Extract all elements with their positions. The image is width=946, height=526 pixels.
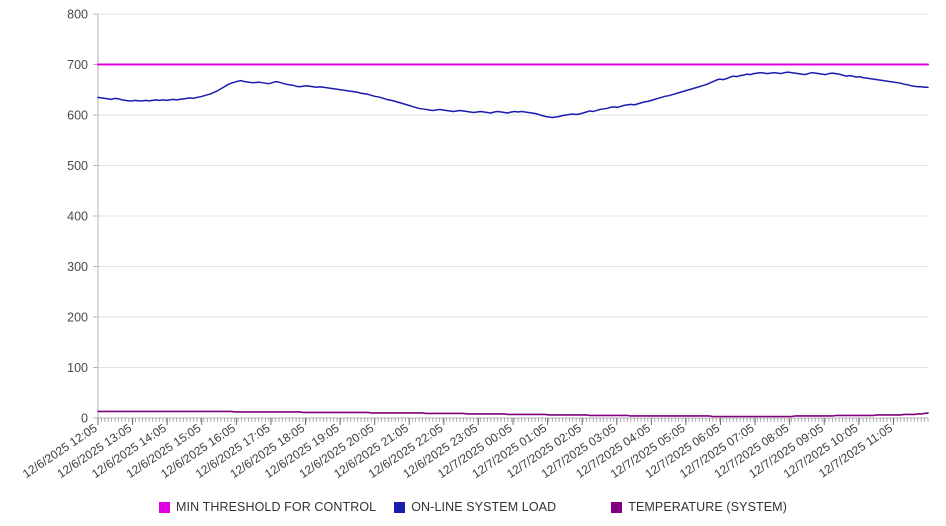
- legend-swatch-min-threshold-for-control: [159, 501, 171, 513]
- legend-item-temperature-system[interactable]: TEMPERATURE (SYSTEM): [611, 500, 787, 514]
- legend-item-on-line-system-load[interactable]: ON-LINE SYSTEM LOAD: [394, 500, 556, 514]
- y-tick-label: 500: [67, 159, 88, 173]
- y-tick-label: 200: [67, 311, 88, 325]
- y-tick-label: 400: [67, 210, 88, 224]
- y-tick-label: 300: [67, 260, 88, 274]
- legend-label-on-line-system-load: ON-LINE SYSTEM LOAD: [411, 500, 557, 514]
- legend-swatch-temperature-system: [611, 501, 623, 513]
- series-lines: [97, 63, 929, 418]
- x-axis: [97, 417, 929, 425]
- legend-label-min-threshold-for-control: MIN THRESHOLD FOR CONTROL: [176, 500, 377, 514]
- y-tick-label: 800: [67, 8, 88, 22]
- legend-item-min-threshold-for-control[interactable]: MIN THRESHOLD FOR CONTROL: [159, 500, 376, 514]
- series-line-on-line-system-load: [97, 71, 929, 119]
- legend-label-temperature-system: TEMPERATURE (SYSTEM): [628, 500, 787, 514]
- legend-swatch-on-line-system-load: [394, 501, 406, 513]
- y-tick-label: 700: [67, 58, 88, 72]
- y-tick-label: 0: [81, 412, 88, 426]
- series-line-temperature-system: [97, 410, 929, 418]
- y-tick-label: 100: [67, 361, 88, 375]
- chart-legend: MIN THRESHOLD FOR CONTROL ON-LINE SYSTEM…: [0, 496, 946, 518]
- y-tick-label: 600: [67, 109, 88, 123]
- y-axis: 0 100 200 300 400 500 600 700 800: [67, 8, 99, 426]
